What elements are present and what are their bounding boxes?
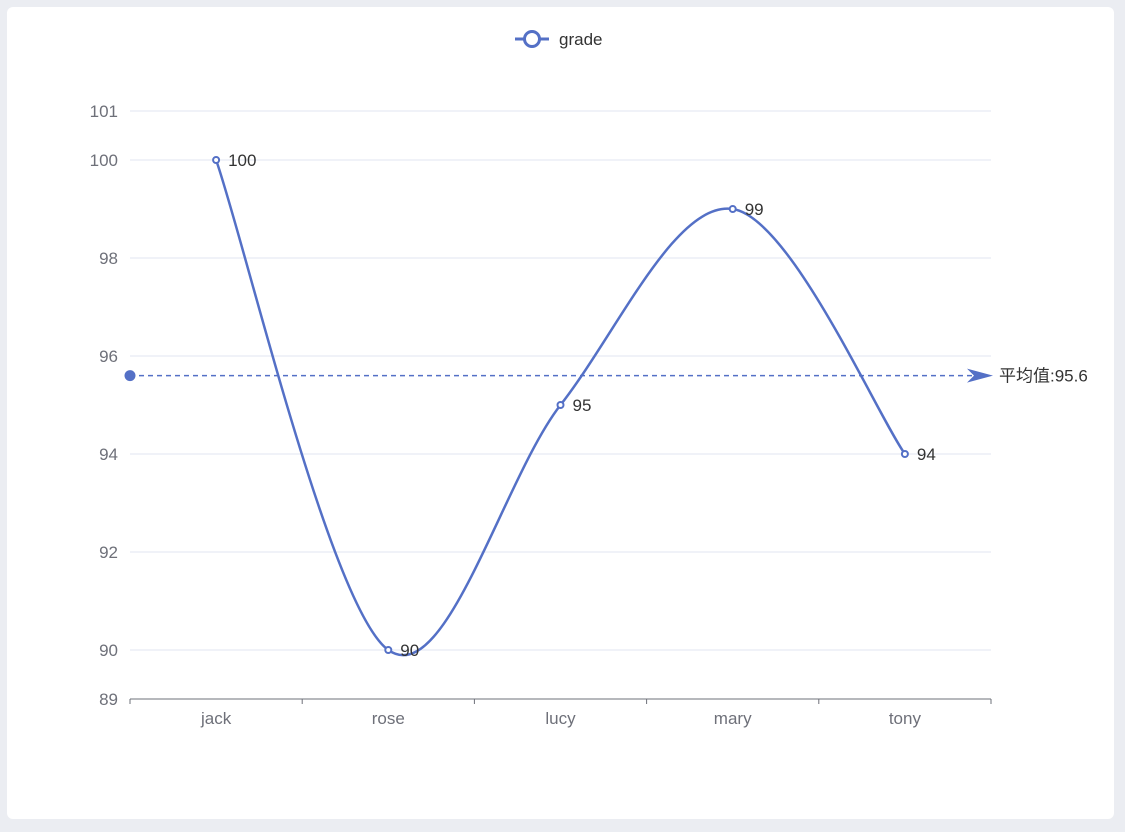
y-tick-label: 92 [99,543,118,562]
y-tick-label: 100 [90,151,118,170]
x-tick-label: tony [889,709,922,728]
data-point-lucy[interactable] [556,401,565,409]
grid-lines [130,110,991,651]
mark-line-label: 平均值:95.6 [999,367,1088,386]
y-tick-label: 98 [99,249,118,268]
series-line-grade [214,159,906,657]
data-point-jack[interactable] [212,156,221,164]
data-label-jack: 100 [228,151,256,170]
y-tick-label: 90 [99,641,118,660]
x-axis: jack rose lucy mary tony [129,698,992,728]
legend-label-grade[interactable]: grade [559,30,602,49]
legend-marker-icon [523,30,541,48]
x-tick-label: jack [200,709,232,728]
data-label-rose: 90 [400,641,419,660]
x-tick-label: lucy [545,709,576,728]
data-label-mary: 99 [745,200,764,219]
data-point-rose[interactable] [384,646,393,654]
data-point-mary[interactable] [728,205,737,213]
series-grade: 100 90 95 99 94 [212,151,936,660]
y-tick-label: 89 [99,690,118,709]
data-point-tony[interactable] [900,450,909,458]
data-label-tony: 94 [917,445,936,464]
mark-line-arrow-icon [967,368,993,383]
data-label-lucy: 95 [573,396,592,415]
y-tick-label: 101 [90,102,118,121]
x-tick-label: mary [714,709,752,728]
legend[interactable]: grade [515,30,602,49]
average-mark-line: 平均值:95.6 [124,367,1088,386]
y-tick-label: 96 [99,347,118,366]
x-tick-label: rose [372,709,405,728]
chart-card [7,7,1114,819]
y-axis: 89 90 92 94 96 98 100 101 [90,102,118,709]
y-tick-label: 94 [99,445,118,464]
